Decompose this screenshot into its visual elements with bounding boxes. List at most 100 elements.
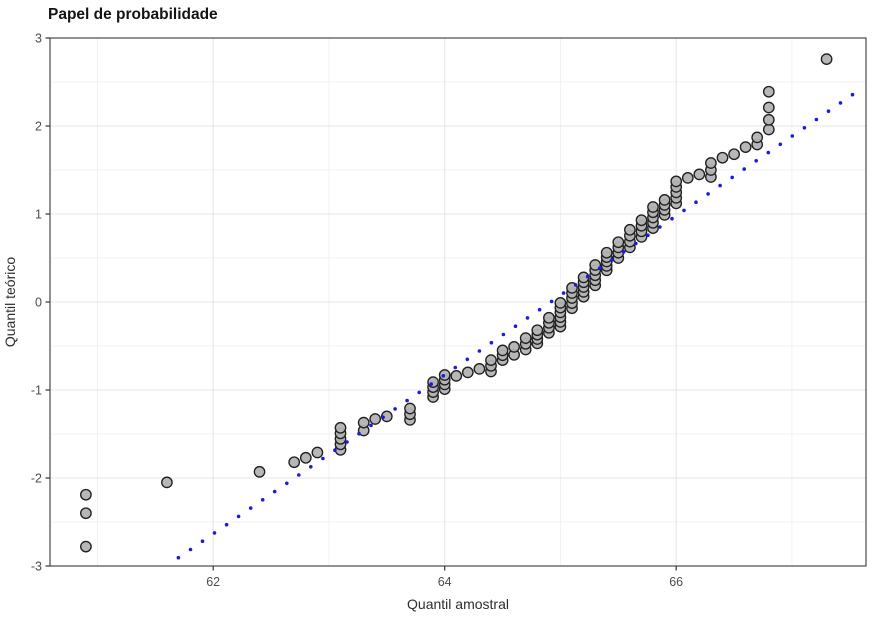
- data-point: [369, 413, 382, 425]
- reference-line-dot: [549, 299, 554, 304]
- reference-line-dot: [489, 340, 494, 345]
- reference-line-dot: [814, 117, 819, 122]
- x-tick-label: 64: [438, 575, 452, 589]
- reference-line-dot: [381, 415, 385, 420]
- chart-title: Papel de probabilidade: [48, 6, 218, 23]
- reference-line-dot: [513, 324, 518, 329]
- data-point: [253, 465, 266, 478]
- reference-line-dot: [561, 291, 566, 295]
- reference-line-dot: [477, 349, 482, 353]
- data-point: [681, 172, 694, 184]
- reference-line-dot: [634, 241, 638, 246]
- reference-line-dot: [393, 407, 397, 411]
- data-point: [762, 123, 775, 136]
- reference-line-dot: [754, 159, 758, 163]
- reference-line-dot: [260, 498, 265, 502]
- reference-line-dot: [429, 382, 434, 386]
- reference-line-dot: [658, 225, 662, 229]
- reference-line-dot: [826, 109, 831, 113]
- data-point: [658, 194, 671, 206]
- reference-line-dot: [670, 216, 674, 221]
- reference-line-dot: [790, 134, 795, 138]
- data-point: [357, 416, 370, 429]
- reference-line-dot: [597, 266, 602, 271]
- reference-line-dot: [248, 506, 253, 510]
- y-tick-label: 2: [35, 119, 42, 133]
- reference-line-dot: [453, 365, 458, 370]
- data-point: [705, 157, 717, 169]
- reference-line-dot: [321, 456, 325, 461]
- reference-line-dot: [465, 357, 470, 362]
- data-point: [647, 201, 659, 213]
- data-point: [716, 151, 729, 164]
- reference-line-dot: [236, 514, 241, 519]
- data-point: [624, 223, 636, 236]
- data-point: [496, 344, 509, 357]
- data-point: [450, 370, 463, 382]
- reference-line-dot: [730, 175, 734, 180]
- reference-line-dot: [345, 440, 349, 444]
- data-point: [161, 476, 173, 489]
- data-point: [728, 148, 740, 161]
- reference-line-dot: [285, 481, 289, 486]
- x-tick-label: 66: [669, 575, 683, 589]
- reference-line-dot: [200, 539, 205, 543]
- reference-line-dot: [682, 208, 686, 213]
- reference-line-dot: [272, 489, 277, 494]
- data-point: [670, 175, 683, 188]
- gridlines: [50, 37, 866, 567]
- reference-line-dot: [333, 448, 337, 453]
- x-tick-label: 62: [206, 575, 220, 589]
- reference-line-dot: [610, 258, 614, 262]
- data-point: [600, 246, 613, 259]
- y-tick-label: 1: [35, 207, 42, 221]
- axes: 62 64 66 -3 -2 -1 0 1 2 3: [31, 31, 867, 589]
- data-point: [80, 488, 92, 501]
- data-point: [485, 354, 497, 366]
- reference-line-dot: [838, 101, 843, 105]
- data-point: [751, 131, 764, 144]
- reference-line-dot: [188, 547, 193, 552]
- reference-line-dot: [537, 307, 542, 312]
- reference-line-dot: [718, 183, 722, 188]
- reference-line-dot: [212, 531, 217, 535]
- reference-line: [176, 92, 855, 560]
- data-point: [554, 297, 567, 309]
- reference-line-dot: [850, 92, 855, 97]
- data-point: [762, 101, 775, 114]
- data-point: [519, 332, 532, 344]
- data-point: [762, 85, 775, 98]
- data-point: [80, 540, 92, 553]
- data-point: [589, 259, 602, 271]
- reference-line-dot: [573, 283, 578, 287]
- x-axis-label: Quantil amostral: [407, 596, 509, 612]
- y-tick-label: -2: [31, 471, 42, 485]
- reference-line-dot: [585, 274, 590, 279]
- reference-line-dot: [369, 423, 373, 428]
- reference-line-dot: [766, 150, 771, 155]
- data-points: [80, 53, 833, 553]
- data-point: [80, 507, 92, 520]
- reference-line-dot: [405, 398, 409, 403]
- y-tick-label: 3: [35, 31, 42, 45]
- data-point: [820, 53, 833, 65]
- data-point: [299, 451, 312, 464]
- data-point: [739, 141, 752, 153]
- y-tick-label: 0: [35, 295, 42, 309]
- data-point: [762, 113, 775, 126]
- reference-line-dot: [441, 374, 446, 378]
- y-tick-label: -1: [31, 383, 42, 397]
- reference-line-dot: [309, 465, 313, 469]
- reference-line-dot: [525, 316, 530, 320]
- data-point: [531, 324, 544, 337]
- data-point: [311, 446, 324, 459]
- data-point: [508, 341, 520, 353]
- data-point: [543, 311, 555, 324]
- data-point: [473, 363, 486, 375]
- reference-line-dot: [501, 332, 506, 337]
- data-point: [288, 456, 301, 469]
- data-point: [461, 366, 474, 379]
- data-point: [635, 214, 648, 227]
- reference-line-dot: [802, 126, 807, 130]
